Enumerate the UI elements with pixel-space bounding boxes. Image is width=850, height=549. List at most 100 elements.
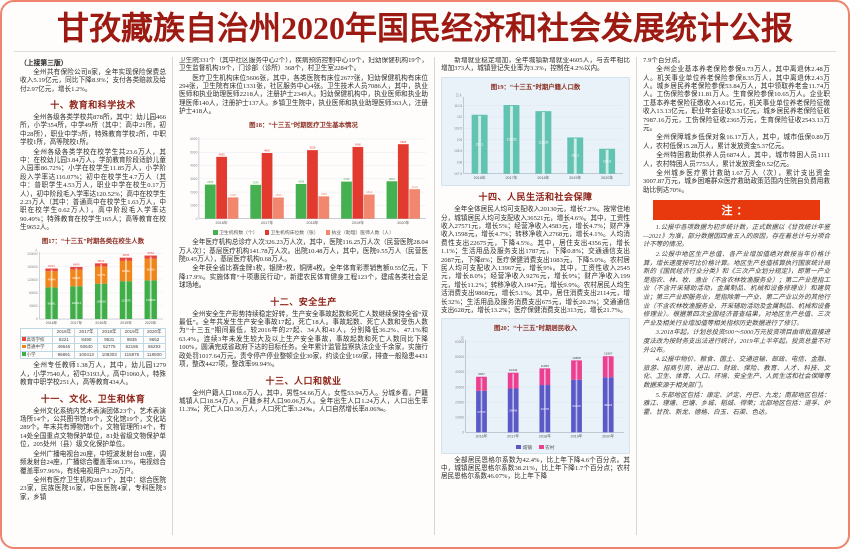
chart-20-canvas: 0 10000 20000 30000 40000 50000 60000 元 2016年 201…: [444, 334, 627, 442]
chart-19-plot: 107.5 108 108.5 109 109.5 110 110.5 万人 2016年 2017…: [454, 93, 624, 179]
svg-text:120000: 120000: [27, 278, 38, 282]
svg-text:4655: 4655: [219, 152, 225, 156]
paragraph-medical-aid: 全州城乡医疗累计救助1.67万人（次），累计支出资金3007.87万元，城乡困难…: [643, 170, 830, 194]
svg-text:2017年: 2017年: [261, 219, 273, 224]
legend-item: 执业（助理）医师人数（人）: [325, 229, 394, 236]
legend-item: 城镇: [516, 444, 532, 451]
table-year-cell: 2019年: [120, 328, 144, 337]
legend-swatch-icon: [22, 344, 26, 349]
chart-19-title: 图19：“十三五”时期户籍人口数: [490, 83, 581, 91]
legend-swatch-icon: [264, 230, 270, 235]
svg-text:109.1: 109.1: [571, 153, 579, 157]
note-5: 5.东部地区包括：康定、泸定、丹巴、九龙；南部地区包括：雅江、理塘、巴塘、乡城、…: [643, 391, 830, 416]
svg-text:110: 110: [457, 115, 462, 119]
chart-19-figure: 图19：“十三五”时期户籍人口数 107.5 108 108.5 109 109.5 11…: [441, 76, 630, 187]
svg-text:2020年: 2020年: [397, 219, 409, 224]
svg-text:2018年: 2018年: [95, 320, 107, 325]
table-value-cell: 49646: [52, 343, 76, 352]
svg-text:50000: 50000: [455, 356, 464, 360]
svg-text:110.5: 110.5: [454, 103, 462, 107]
svg-text:0: 0: [462, 431, 464, 435]
svg-text:10000: 10000: [455, 416, 464, 420]
note-1: 1.公报中各项数据为初步统计数，正式数据以《甘孜统计年鉴—2021》为准，部分数…: [643, 224, 830, 249]
svg-text:2017年: 2017年: [71, 320, 83, 325]
svg-text:0: 0: [196, 216, 198, 220]
legend-item: 卫生机构数（个）: [213, 229, 258, 236]
svg-text:9367: 9367: [478, 373, 485, 377]
chart-17-title: 图17：“十三五”时期各类在校生人数: [41, 237, 145, 245]
section-header-10: 十、教育和科学技术: [50, 100, 136, 111]
chart-20-title: 图20：“十三五”时期居民收入: [493, 325, 578, 333]
legend-item: 卫生机构床位数（张）: [264, 229, 319, 236]
svg-text:0: 0: [36, 317, 38, 321]
column-1: （上接第三版） 全州共有保险公司8家，全年实现保险保费总收入5.19亿元，同比下…: [14, 57, 172, 535]
svg-text:108: 108: [457, 160, 463, 164]
svg-text:5000: 5000: [190, 150, 197, 154]
svg-text:2020年: 2020年: [602, 434, 614, 439]
svg-text:108.5: 108.5: [454, 149, 462, 153]
table-value-cell: 118500: [142, 350, 167, 360]
paragraph-beds-staff: 医疗卫生机构床位5606张，其中，各类医院有床位2677张，妇幼保健机构有床位2…: [179, 74, 428, 116]
svg-text:人: 人: [35, 248, 39, 252]
paragraph-culture: 全州文化系统内艺术表演团体23个，艺术表演场所14个，公共图书馆19个，文化馆1…: [20, 407, 166, 449]
columns-container: （上接第三版） 全州共有保险公司8家，全年实现保险保费总收入5.19亿元，同比下…: [14, 50, 836, 535]
column-3: 新增就业稳定增加，全年城镇新增就业4605人，与去年相比增加373人，城镇登记失…: [434, 56, 636, 535]
svg-text:8490: 8490: [73, 262, 80, 266]
column-4: 7.9个百分点。 全州企业基本养老保险参保9.73万人，其中离退休2.48万人。…: [636, 56, 836, 535]
svg-text:107.5: 107.5: [454, 171, 462, 175]
svg-text:1680: 1680: [321, 192, 327, 196]
svg-text:20000: 20000: [455, 401, 464, 405]
svg-text:2790: 2790: [344, 177, 350, 181]
table-series-name: 高等学校: [19, 335, 54, 345]
svg-text:9531: 9531: [98, 258, 105, 262]
table-value-cell: 62186: [120, 343, 144, 352]
svg-text:4942: 4942: [264, 148, 270, 152]
legend-swatch-icon: [213, 230, 218, 235]
paragraph-population: 全州户籍人口108.6万人，其中，男性54.66万人，女性53.94万人。分城乡…: [179, 389, 428, 414]
svg-text:9652: 9652: [147, 251, 154, 255]
svg-text:1590: 1590: [275, 193, 281, 197]
svg-text:1814: 1814: [366, 190, 372, 194]
legend-swatch-icon: [22, 352, 26, 356]
table-year-cell: 2017年: [74, 328, 99, 337]
paragraph-safety: 全州安全生产形势持续稳定好转，生产安全事故起数和死亡人数继续保持全省“双最低”。…: [179, 310, 428, 369]
table-corner-cell: [19, 328, 54, 337]
section-header-13: 十三、人口和就业: [265, 375, 342, 386]
paragraph-destitute-support: 全州特困救助供养人员6874人，其中，城市特困人员1111人，农村特困人员775…: [643, 152, 830, 168]
table-value-cell: 8221: [52, 335, 76, 345]
paragraph-students: 全州各级各类学校在校学生共23.6万人，其中：在校幼儿园3.84万人，学前教育阶…: [20, 148, 166, 232]
svg-text:110.53: 110.53: [507, 137, 517, 141]
svg-text:40000: 40000: [455, 371, 464, 375]
svg-text:30000: 30000: [455, 386, 464, 390]
chart-19-canvas: 107.5 108 108.5 109 109.5 110 110.5 万人 2016年 2017…: [444, 93, 627, 184]
chart-18-plot: 0 1000 2000 3000 4000 5000 6000 2016年 2017年 2018年…: [190, 136, 426, 224]
chart-20-legend: 城镇 农村: [444, 444, 627, 451]
paragraph-visits: 全年医疗机构总诊疗人次326.23万人次，其中，医院116.25万人次（民营医院…: [179, 239, 428, 264]
svg-text:1600: 1600: [230, 193, 236, 197]
table-value-cell: 50640: [74, 343, 99, 352]
svg-text:9835: 9835: [123, 253, 130, 257]
paragraph-teachers: 全州专任教师1.38万人，其中，幼儿园1279人，小学7540人，初中3193人…: [20, 362, 166, 387]
chart-17-canvas: 0 40000 80000 120000 160000 200000 人 2016年 2017年…: [20, 247, 166, 328]
legend-swatch-icon: [516, 444, 521, 450]
table-value-cell: 52775: [97, 343, 122, 352]
svg-text:5400: 5400: [355, 142, 361, 146]
svg-text:2016年: 2016年: [475, 434, 487, 439]
paragraph-sports: 全年获全省比赛金牌1枚，银牌7枚，铜牌4枚。全年体育彩票销售额0.55亿元，下降…: [179, 265, 428, 290]
chart-18-canvas: 0 1000 2000 3000 4000 5000 6000 2016年 2017年 2018年…: [179, 131, 428, 229]
note-4: 4.公报中物价、粮食、国土、交通运输、邮政、电信、金融、旅游、招商引资、进出口、…: [643, 356, 830, 389]
svg-text:2017年: 2017年: [505, 174, 517, 179]
svg-text:2813: 2813: [389, 177, 395, 181]
paragraph-health-centers: 卫生院331个（其中社区服务中心2个），疾病预防控制中心19个，妇幼保健机构19…: [179, 56, 428, 73]
paragraph-employment: 新增就业稳定增加，全年城镇新增就业4605人，与去年相比增加373人，城镇登记失…: [441, 56, 630, 73]
table-series-name: 小学: [19, 350, 54, 360]
paragraph-engel: 全部居民恩格尔系数为42.4%，比上年下降4.6个百分点。其中，城镇居民恩格尔系…: [441, 456, 630, 481]
svg-text:10444: 10444: [509, 369, 518, 373]
svg-text:2020年: 2020年: [145, 320, 157, 325]
svg-text:110.26: 110.26: [538, 140, 548, 144]
paragraph-schools: 全州各级各类学校共878所，其中：幼儿园466所，小学354所，中学49所（其中…: [20, 114, 166, 147]
svg-text:109.5: 109.5: [454, 126, 462, 130]
paragraph-medical-orgs: 全州有医疗卫生机构2813个，其中：综合医院23家，民族医院16家，中医医院4家…: [20, 476, 166, 501]
svg-text:2018年: 2018年: [306, 219, 318, 224]
